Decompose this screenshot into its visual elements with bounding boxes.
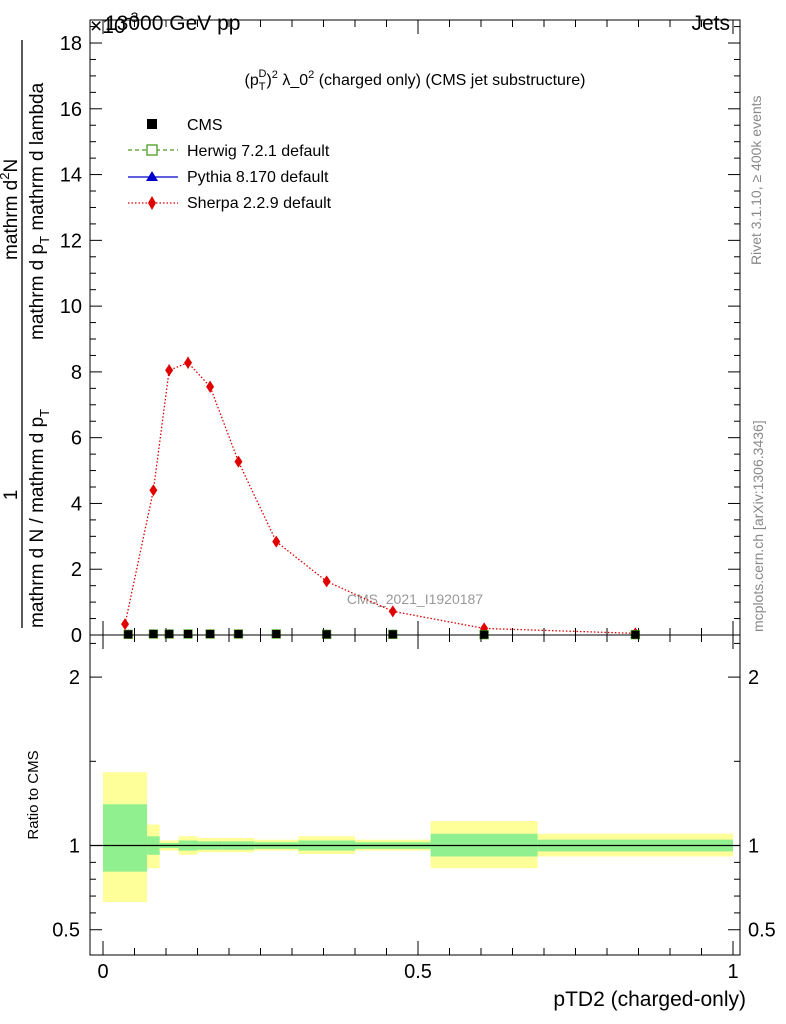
main-plot-frame	[89, 19, 741, 636]
title-sup: D	[258, 68, 266, 80]
y-tick-label: 14	[60, 165, 82, 187]
ratio-y-tick-label-right: 2	[748, 667, 759, 689]
legend-entry-sherpa: Sherpa 2.2.9 default	[128, 195, 332, 212]
sherpa-series-line	[124, 361, 636, 635]
rivet-label: Rivet 3.1.10, ≥ 400k events	[748, 95, 764, 265]
sherpa-point	[206, 380, 215, 393]
legend-label-pythia: Pythia 8.170 default	[187, 169, 329, 186]
cms-point	[149, 630, 158, 639]
sherpa-point	[184, 356, 193, 369]
analysis-watermark: CMS_2021_I1920187	[347, 591, 483, 607]
y-tick-label: 6	[71, 428, 82, 450]
ylabel-num-right-text: mathrm d	[1, 180, 22, 260]
ratio-plot-frame	[89, 634, 741, 956]
cms-point	[124, 630, 133, 639]
legend-marker-sherpa	[148, 196, 156, 210]
main-x-ticks	[102, 20, 734, 635]
ylabel-den-right: mathrm d pT mathrm d lambda	[27, 82, 52, 340]
ratio-y-tick-label-right: 0.5	[748, 920, 776, 942]
sherpa-point	[149, 484, 158, 497]
plot-title: (pTD)2 λ_02 (charged only) (CMS jet subs…	[245, 68, 586, 93]
cms-point	[234, 630, 243, 639]
cms-point	[165, 630, 174, 639]
sherpa-point	[388, 605, 397, 618]
legend-label-sherpa: Sherpa 2.2.9 default	[187, 195, 332, 212]
ylabel-num-right: mathrm d2N	[0, 159, 22, 260]
legend-marker-herwig	[146, 144, 158, 156]
ratio-y-tick-label-right: 1	[748, 836, 759, 858]
ylabel-den-right-sub: T	[37, 236, 52, 244]
legend: CMS Herwig 7.2.1 default Pythia 8.170 de…	[128, 117, 332, 212]
ylabel-den-right-b: mathrm d lambda	[27, 82, 48, 236]
sherpa-point	[165, 364, 174, 377]
title-mid: λ_0	[278, 72, 308, 89]
ylabel-den-left-text: mathrm d N / mathrm d p	[27, 417, 48, 628]
legend-entry-cms: CMS	[147, 117, 223, 134]
ylabel-num-right-sup: 2	[0, 173, 12, 180]
ylabel-den-left-sub: T	[37, 409, 52, 417]
legend-entry-herwig: Herwig 7.2.1 default	[128, 143, 330, 160]
ratio-bands	[103, 772, 733, 902]
sherpa-point	[322, 575, 331, 588]
ratio-y-tick-label-left: 1	[69, 836, 80, 858]
sherpa-point	[234, 455, 243, 468]
y-tick-label: 12	[60, 230, 82, 252]
ratio-y-label: Ratio to CMS	[25, 750, 42, 839]
y-exponent-power: -3	[126, 9, 139, 25]
title-sq1: 2	[272, 69, 278, 81]
ratio-y-tick-label-left: 0.5	[52, 920, 80, 942]
y-tick-label: 18	[60, 33, 82, 55]
sherpa-point	[121, 618, 130, 631]
cms-point	[388, 630, 397, 639]
mcplots-label: mcplots.cern.ch [arXiv:1306.3436]	[750, 420, 766, 632]
legend-marker-cms	[147, 119, 157, 129]
ylabel-den-right-a: mathrm d p	[27, 244, 48, 340]
legend-label-herwig: Herwig 7.2.1 default	[187, 143, 330, 160]
y-exponent: ×10 -3	[90, 9, 139, 38]
main-y-ticks: 0 2 4 6 8 10 12 14 16 18	[60, 26, 740, 647]
cms-point	[184, 630, 193, 639]
x-tick-label: 0	[97, 961, 108, 983]
x-tick-label: 1	[727, 961, 738, 983]
title-sub: T	[259, 81, 266, 93]
y-tick-label: 8	[71, 362, 82, 384]
title-open: (p	[245, 72, 259, 89]
ylabel-num-left: 1	[1, 490, 22, 501]
x-axis-label: pTD2 (charged-only)	[553, 988, 746, 1011]
y-tick-label: 0	[71, 625, 82, 647]
y-tick-label: 10	[60, 296, 82, 318]
ylabel-den-left: mathrm d N / mathrm d pT	[27, 409, 52, 628]
x-tick-label: 0.5	[404, 961, 432, 983]
cms-point	[206, 630, 215, 639]
ratio-y-ticks: 0.5 0.5 1 1 2 2	[52, 642, 776, 942]
cms-point	[322, 630, 331, 639]
title-sq2: 2	[308, 69, 314, 81]
y-tick-label: 4	[71, 493, 82, 515]
cms-point	[272, 630, 281, 639]
ratio-x-ticks: 0 0.5 1	[97, 635, 739, 983]
ylabel-num-right-tail: N	[1, 159, 22, 173]
ratio-band-inner	[103, 804, 148, 872]
legend-marker-pythia	[146, 171, 158, 181]
legend-entry-pythia: Pythia 8.170 default	[128, 169, 329, 186]
y-tick-label: 16	[60, 99, 82, 121]
y-tick-label: 2	[71, 559, 82, 581]
title-close: )	[266, 72, 271, 89]
y-exponent-base: ×10	[90, 15, 126, 38]
energy-label: 13000 GeV pp	[105, 12, 240, 35]
title-rest: (charged only) (CMS jet substructure)	[314, 72, 585, 89]
sherpa-point	[272, 535, 281, 548]
main-y-label: 1 mathrm d N / mathrm d pT mathrm d2N ma…	[0, 40, 52, 628]
ratio-y-tick-label-left: 2	[69, 667, 80, 689]
legend-label-cms: CMS	[187, 117, 223, 134]
process-label: Jets	[691, 12, 730, 35]
